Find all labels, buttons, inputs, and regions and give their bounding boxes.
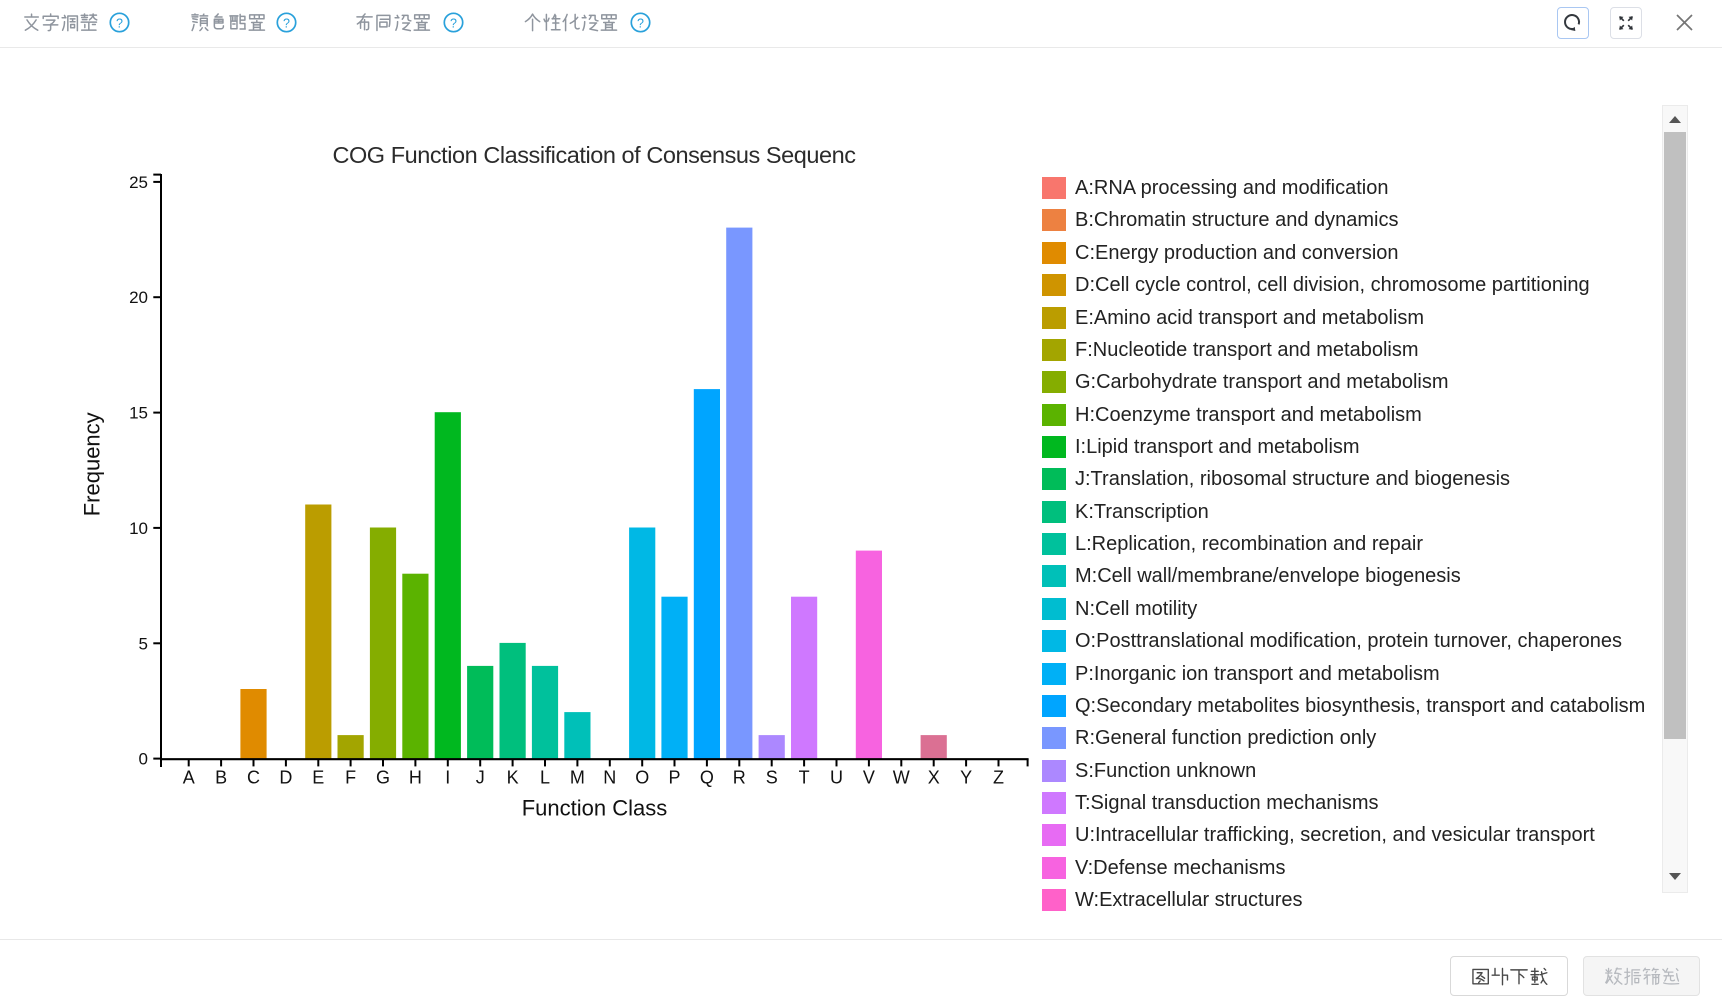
svg-text:Function Class: Function Class	[522, 796, 668, 821]
svg-text:S: S	[766, 768, 778, 788]
svg-text:B: B	[215, 768, 227, 788]
svg-text:F: F	[345, 768, 356, 788]
svg-text:15: 15	[129, 404, 148, 423]
svg-text:Q: Q	[700, 768, 714, 788]
svg-text:D: D	[279, 768, 292, 788]
svg-text:P: P	[668, 768, 680, 788]
svg-text:E: E	[312, 768, 324, 788]
svg-text:?: ?	[450, 16, 457, 30]
svg-text:O: O	[635, 768, 649, 788]
svg-text:W: W	[893, 768, 910, 788]
svg-text:?: ?	[116, 16, 123, 30]
svg-text:C: C	[247, 768, 260, 788]
svg-text:G: G	[376, 768, 390, 788]
svg-text:R: R	[733, 768, 746, 788]
svg-text:H: H	[409, 768, 422, 788]
svg-text:Frequency: Frequency	[80, 412, 105, 516]
svg-text:T: T	[799, 768, 810, 788]
svg-text:N: N	[603, 768, 616, 788]
svg-text:?: ?	[637, 16, 644, 30]
svg-text:20: 20	[129, 288, 148, 307]
svg-text:X: X	[928, 768, 940, 788]
svg-text:L: L	[540, 768, 550, 788]
svg-text:COG Function Classification of: COG Function Classification of Consensus…	[332, 142, 856, 168]
svg-text:0: 0	[139, 750, 148, 769]
svg-text:Z: Z	[993, 768, 1004, 788]
svg-text:U: U	[830, 768, 843, 788]
svg-text:K: K	[507, 768, 519, 788]
svg-text:Y: Y	[960, 768, 972, 788]
svg-text:I: I	[445, 768, 450, 788]
svg-text:A: A	[183, 768, 195, 788]
svg-text:25: 25	[129, 173, 148, 192]
svg-text:10: 10	[129, 519, 148, 538]
svg-text:J: J	[476, 768, 485, 788]
svg-text:V: V	[863, 768, 875, 788]
svg-text:5: 5	[139, 634, 148, 653]
svg-text:M: M	[570, 768, 585, 788]
svg-text:?: ?	[283, 16, 290, 30]
